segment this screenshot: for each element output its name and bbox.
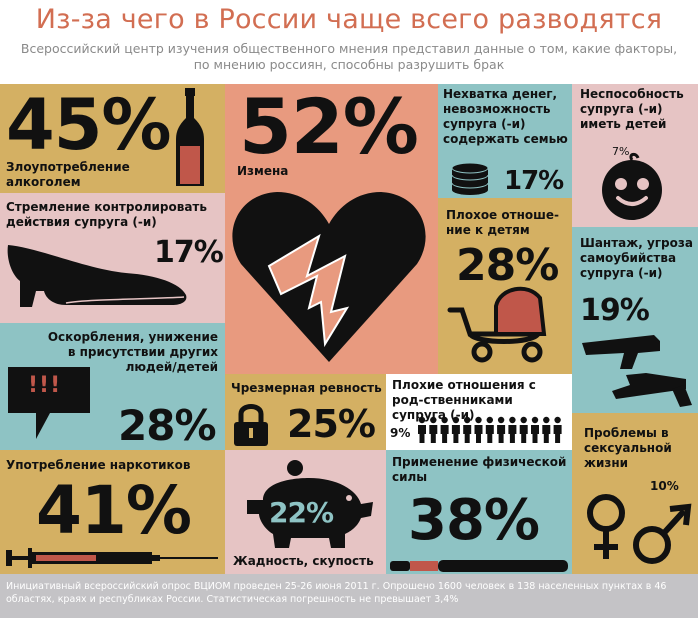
drugs-value: 41% (36, 472, 192, 549)
person-icon (463, 416, 472, 443)
sex-label: Проблемы в сексуальной жизни (584, 426, 672, 470)
money-label: Нехватка денег, невозможность супруга (-… (443, 87, 568, 146)
alcohol-label: Злоупотребление алкоголем (6, 160, 130, 189)
syringe-icon (6, 548, 218, 568)
person-icon (418, 416, 426, 443)
tile-violence: Применение физической силы 38% (386, 450, 572, 574)
cheating-value: 52% (239, 84, 419, 171)
person-icon (519, 416, 528, 443)
tile-relatives: Плохие отношения с род-ственниками супру… (386, 374, 572, 450)
person-icon (429, 416, 438, 443)
speech-bubble-icon (8, 367, 90, 439)
person-icon (485, 416, 494, 443)
tile-control: Стремление контролировать действия супру… (0, 193, 225, 323)
broken-heart-icon (232, 192, 426, 362)
control-label: Стремление контролировать действия супру… (6, 200, 207, 229)
padlock-icon (234, 404, 268, 446)
alcohol-value: 45% (6, 84, 172, 166)
insults-label: Оскорбления, унижение в присутствии друг… (47, 330, 218, 374)
baby-face-icon (602, 152, 662, 220)
page-title: Из-за чего в России чаще всего разводятс… (35, 4, 663, 35)
person-icon (531, 416, 539, 443)
bottle-icon (176, 88, 204, 186)
footer-text: Инициативный всероссийский опрос ВЦИОМ п… (6, 581, 667, 605)
jealousy-label: Чрезмерная ревность (231, 381, 382, 395)
person-icon (508, 416, 517, 443)
tile-insults: Оскорбления, унижение в присутствии друг… (0, 323, 225, 450)
people-icons (418, 416, 562, 443)
shoe-icon (7, 245, 187, 307)
piggy-bank-icon (247, 460, 373, 548)
coins-icon (451, 162, 489, 195)
person-icon (542, 416, 551, 443)
tile-infertility: Неспособность супруга (-и) иметь детей 7… (572, 84, 698, 227)
person-icon (440, 416, 449, 443)
money-value: 17% (504, 166, 564, 196)
jealousy-value: 25% (287, 402, 376, 446)
tile-alcohol: 45% Злоупотребление алкоголем (0, 84, 225, 193)
gender-symbols-icon (587, 494, 692, 564)
greed-label: Жадность, скупость (233, 554, 374, 568)
control-value: 17% (154, 235, 224, 270)
tile-blackmail: Шантаж, угроза самоубийства супруга (-и)… (572, 227, 698, 413)
footer: Инициативный всероссийский опрос ВЦИОМ п… (0, 574, 698, 618)
drugs-label: Употребление наркотиков (6, 458, 191, 472)
tile-jealousy: Чрезмерная ревность 25% (225, 374, 386, 450)
tile-kids: Плохое отноше-ние к детям 28% (438, 198, 572, 375)
tile-greed: 22% Жадность, скупость (225, 450, 386, 574)
person-icon (451, 416, 460, 443)
tile-sex: Проблемы в сексуальной жизни 10% (572, 413, 698, 574)
tile-cheating: 52% Измена (225, 84, 438, 374)
person-icon (497, 416, 506, 443)
guns-icon (582, 335, 692, 407)
infertility-label: Неспособность супруга (-и) иметь детей (580, 87, 684, 131)
tile-drugs: Употребление наркотиков 41% (0, 450, 225, 574)
blackmail-value: 19% (580, 293, 650, 328)
violence-label: Применение физической силы (392, 455, 567, 484)
blackmail-label: Шантаж, угроза самоубийства супруга (-и) (580, 236, 693, 280)
kids-label: Плохое отноше-ние к детям (446, 208, 559, 237)
baton-icon (390, 560, 568, 572)
person-icon (474, 416, 483, 443)
kids-value: 28% (456, 240, 559, 291)
violence-value: 38% (408, 488, 540, 553)
relatives-value: 9% (390, 426, 411, 440)
sex-value: 10% (650, 479, 679, 493)
greed-value: 22% (269, 496, 334, 529)
insults-bubble-text: !!! (28, 373, 62, 398)
insults-value: 28% (118, 401, 217, 450)
page-subtitle: Всероссийский центр изучения общественно… (20, 41, 678, 72)
infertility-value: 7% (612, 145, 630, 158)
cheating-label: Измена (237, 164, 289, 178)
person-icon (553, 416, 562, 443)
stroller-icon (447, 286, 547, 363)
tile-money: Нехватка денег, невозможность супруга (-… (438, 84, 572, 198)
